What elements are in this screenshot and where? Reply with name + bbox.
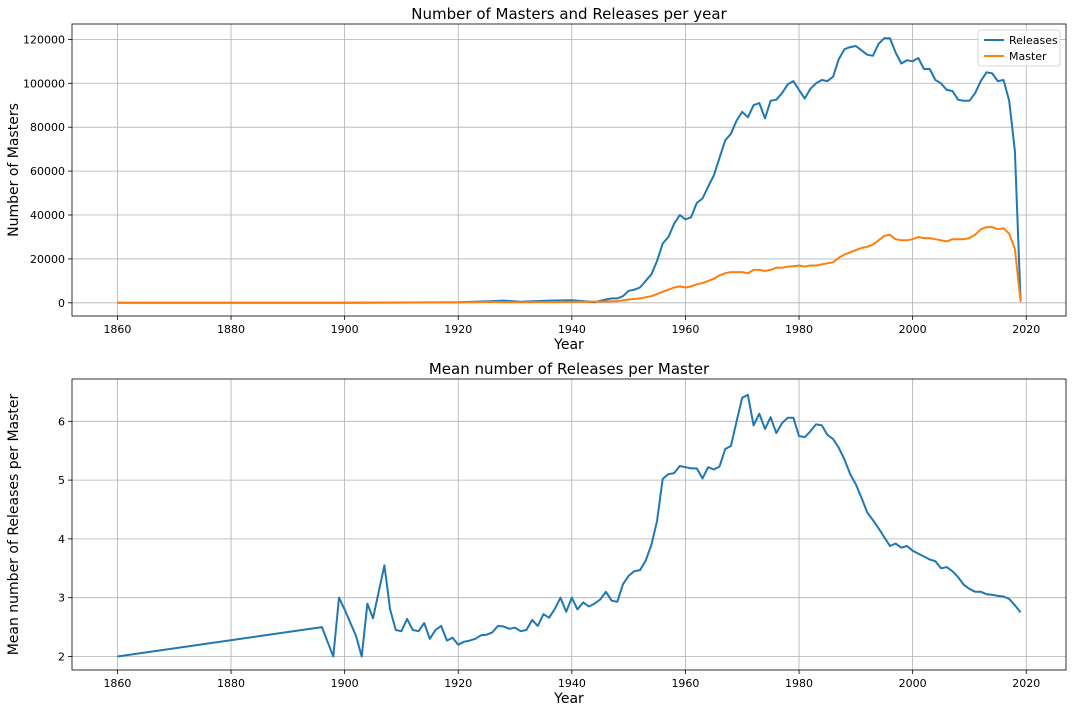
x-tick-label: 1880: [217, 323, 245, 336]
x-tick-label: 1940: [558, 323, 586, 336]
x-tick-label: 1940: [558, 677, 586, 690]
y-axis-label: Number of Masters: [6, 103, 22, 237]
x-axis-label: Year: [553, 691, 584, 707]
x-axis-label: Year: [553, 337, 584, 353]
series-line-releases: [117, 37, 1022, 304]
y-tick-label: 100000: [23, 77, 65, 90]
x-tick-label: 1980: [785, 677, 813, 690]
plot-frame: [71, 378, 1067, 671]
y-tick-label: 4: [58, 533, 65, 546]
x-tick-label: 1900: [331, 323, 359, 336]
legend: Releases Master: [977, 29, 1061, 67]
y-tick-label: 6: [58, 415, 65, 428]
legend-label: Master: [1009, 50, 1047, 63]
series-line-master: [117, 226, 1022, 304]
x-tick-label: 1900: [331, 677, 359, 690]
y-tick-label: 60000: [30, 165, 65, 178]
x-tick-label: 2020: [1012, 323, 1040, 336]
x-tick-label: 1920: [444, 677, 472, 690]
series-line-mean: [117, 393, 1022, 658]
y-tick-label: 0: [58, 297, 65, 310]
y-tick-label: 3: [58, 592, 65, 605]
x-tick-label: 2020: [1012, 677, 1040, 690]
y-tick-label: 5: [58, 474, 65, 487]
x-tick-label: 1980: [785, 323, 813, 336]
x-tick-label: 1960: [671, 323, 699, 336]
chart-2: 1860 1880 1900 1920 1940 1960 1980 2000 2020 2 3 4 5…: [6, 360, 1067, 707]
x-tick-label: 2000: [899, 677, 927, 690]
x-tick-label: 1920: [444, 323, 472, 336]
x-tick-label: 1960: [671, 677, 699, 690]
y-tick-label: 120000: [23, 33, 65, 46]
legend-label: Releases: [1009, 34, 1058, 47]
chart-title: Number of Masters and Releases per year: [411, 5, 727, 23]
plot-frame: [71, 23, 1067, 317]
y-tick-label: 2: [58, 650, 65, 663]
y-tick-label: 20000: [30, 253, 65, 266]
x-tick-label: 1860: [103, 323, 131, 336]
y-axis-label: Mean number of Releases per Master: [6, 393, 22, 655]
y-tick-label: 80000: [30, 121, 65, 134]
chart-title: Mean number of Releases per Master: [429, 360, 710, 378]
chart-1: 1860 1880 1900 1920 1940 1960 1980 2000 2020 0 200…: [6, 5, 1067, 353]
x-tick-label: 2000: [899, 323, 927, 336]
x-tick-label: 1860: [103, 677, 131, 690]
y-tick-label: 40000: [30, 209, 65, 222]
x-tick-label: 1880: [217, 677, 245, 690]
